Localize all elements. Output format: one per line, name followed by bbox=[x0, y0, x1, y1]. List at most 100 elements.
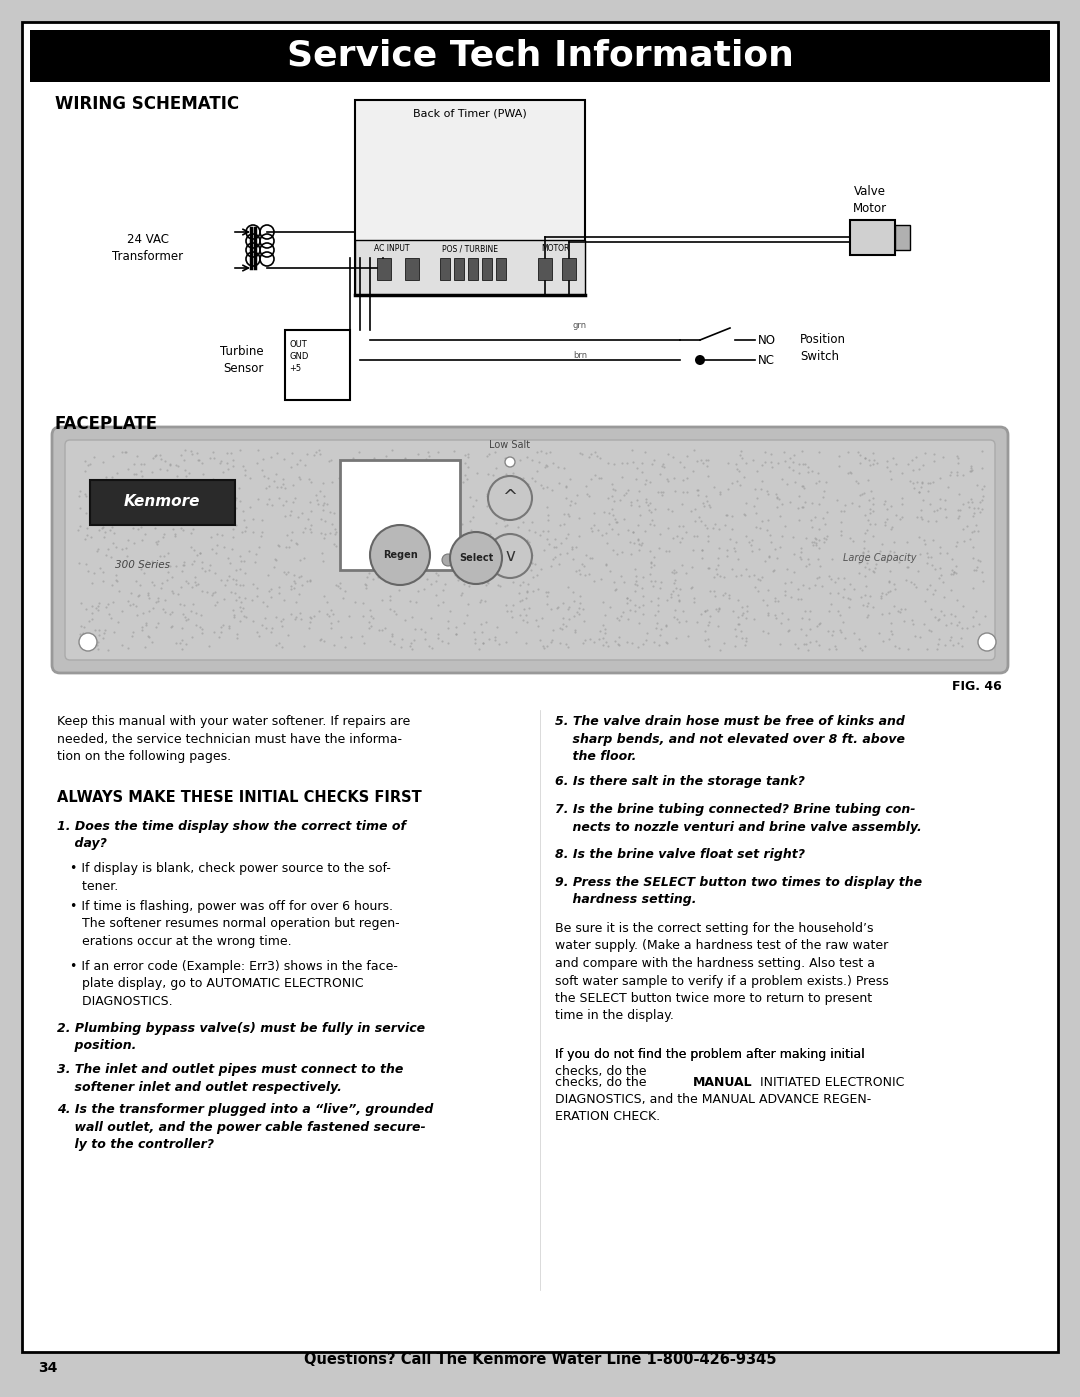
Point bbox=[432, 454, 449, 476]
Point bbox=[652, 481, 670, 503]
Point bbox=[651, 577, 669, 599]
Point bbox=[532, 557, 550, 580]
Point bbox=[119, 457, 136, 479]
Point bbox=[808, 534, 825, 556]
Point bbox=[113, 550, 131, 573]
Point bbox=[141, 489, 159, 511]
Point bbox=[193, 580, 211, 602]
Point bbox=[71, 552, 89, 574]
Bar bbox=[377, 258, 391, 279]
Point bbox=[945, 563, 962, 585]
Point bbox=[85, 492, 103, 514]
Point bbox=[207, 542, 225, 564]
Point bbox=[962, 489, 980, 511]
Point bbox=[914, 509, 931, 531]
Point bbox=[932, 488, 949, 510]
Point bbox=[364, 532, 381, 555]
Point bbox=[415, 578, 432, 601]
Point bbox=[976, 605, 994, 627]
Point bbox=[512, 604, 529, 626]
Point bbox=[887, 504, 904, 527]
Point bbox=[800, 461, 818, 483]
Point bbox=[910, 626, 928, 648]
Point bbox=[365, 471, 382, 493]
Point bbox=[860, 604, 877, 626]
Point bbox=[517, 633, 535, 655]
Point bbox=[874, 548, 891, 570]
Point bbox=[321, 521, 338, 543]
FancyBboxPatch shape bbox=[52, 427, 1008, 673]
Point bbox=[767, 538, 784, 560]
Point bbox=[283, 455, 300, 478]
Point bbox=[889, 599, 906, 622]
Point bbox=[539, 454, 556, 476]
Bar bbox=[850, 219, 895, 256]
Point bbox=[230, 476, 247, 499]
Point bbox=[630, 612, 647, 634]
Point bbox=[650, 634, 667, 657]
Point bbox=[314, 549, 332, 571]
Point bbox=[141, 478, 159, 500]
Point bbox=[829, 567, 847, 590]
Point bbox=[428, 503, 445, 525]
Point bbox=[214, 524, 231, 546]
Point bbox=[306, 605, 323, 627]
Point bbox=[747, 515, 765, 538]
Point bbox=[363, 605, 380, 627]
Point bbox=[645, 574, 662, 597]
Point bbox=[724, 506, 741, 528]
Point bbox=[77, 460, 94, 482]
Point bbox=[856, 556, 874, 578]
Point bbox=[454, 583, 471, 605]
Point bbox=[411, 478, 429, 500]
Point bbox=[597, 555, 615, 577]
Point bbox=[428, 570, 445, 592]
Point bbox=[377, 483, 394, 506]
Point bbox=[954, 617, 971, 640]
Point bbox=[426, 462, 443, 485]
Point bbox=[700, 615, 717, 637]
Point bbox=[700, 629, 717, 651]
Point bbox=[362, 556, 379, 578]
Text: Keep this manual with your water softener. If repairs are
needed, the service te: Keep this manual with your water softene… bbox=[57, 715, 410, 763]
Point bbox=[226, 581, 243, 604]
Point bbox=[127, 462, 145, 485]
Point bbox=[287, 591, 305, 613]
Point bbox=[83, 608, 100, 630]
Point bbox=[797, 555, 814, 577]
Point bbox=[665, 580, 683, 602]
Point bbox=[146, 517, 163, 539]
Point bbox=[953, 636, 970, 658]
Point bbox=[271, 576, 288, 598]
Point bbox=[570, 525, 588, 548]
Point bbox=[551, 543, 568, 566]
Point bbox=[643, 590, 660, 612]
Point bbox=[197, 559, 214, 581]
Point bbox=[551, 472, 568, 495]
Point bbox=[671, 515, 688, 538]
Point bbox=[881, 460, 899, 482]
Point bbox=[167, 454, 185, 476]
Point bbox=[271, 535, 288, 557]
Point bbox=[441, 536, 458, 559]
Point bbox=[71, 514, 89, 536]
Point bbox=[301, 606, 319, 629]
Point bbox=[215, 513, 232, 535]
Point bbox=[173, 637, 190, 659]
Point bbox=[554, 613, 571, 636]
Point bbox=[212, 616, 229, 638]
Point bbox=[865, 525, 882, 548]
Point bbox=[711, 517, 728, 539]
Point bbox=[710, 548, 727, 570]
Point bbox=[302, 500, 320, 522]
Point bbox=[454, 557, 471, 580]
Point bbox=[910, 481, 928, 503]
Point bbox=[260, 488, 278, 510]
Point bbox=[867, 553, 885, 576]
Point bbox=[647, 570, 664, 592]
Point bbox=[193, 557, 211, 580]
Point bbox=[612, 605, 630, 627]
Point bbox=[244, 507, 261, 529]
Point bbox=[807, 630, 824, 652]
Point bbox=[542, 630, 559, 652]
